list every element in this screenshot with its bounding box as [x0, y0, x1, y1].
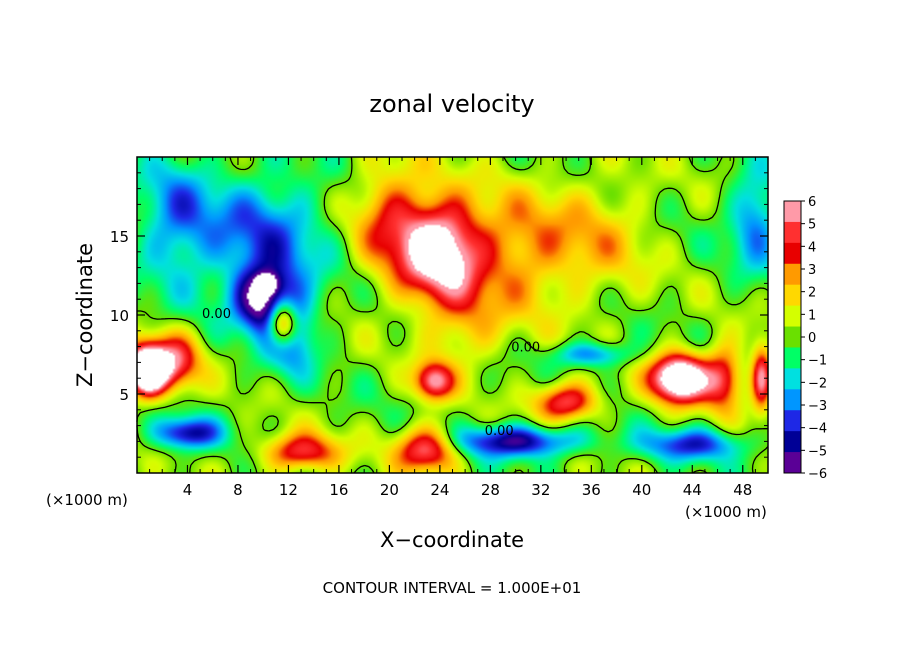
- colorbar-swatch: [784, 347, 801, 369]
- colorbar-tick-label: 3: [808, 263, 816, 278]
- colorbar-tick-label: 1: [808, 308, 816, 323]
- x-tick-label: 28: [481, 481, 500, 499]
- x-tick-label: 20: [380, 481, 399, 499]
- y-tick-label: 15: [110, 228, 129, 246]
- chart-title: zonal velocity: [369, 90, 534, 118]
- contour-label: 0.00: [202, 307, 231, 322]
- x-axis-label: X−coordinate: [380, 528, 524, 552]
- colorbar-swatch: [784, 284, 801, 307]
- colorbar-swatch: [784, 263, 801, 286]
- colorbar-tick-label: 6: [808, 195, 816, 210]
- colorbar-swatch: [784, 368, 801, 390]
- colorbar-tick-label: 0: [808, 331, 816, 346]
- colorbar-swatch: [784, 201, 801, 223]
- colorbar-tick-label: 2: [808, 286, 816, 301]
- x-axis: 4 8 12 16 20 24 28 32 36 40 44 48: [149, 157, 756, 499]
- x-tick-label: 12: [279, 481, 298, 499]
- x-tick-label: 40: [632, 481, 651, 499]
- x-tick-label: 36: [582, 481, 601, 499]
- colorbar-swatch: [784, 305, 801, 328]
- y-axis: 5 10 15: [110, 172, 768, 458]
- colorbar-tick-label: −1: [808, 354, 827, 369]
- x-tick-label: 8: [233, 481, 243, 499]
- colorbar-swatch: [784, 389, 801, 411]
- colorbar-swatch: [784, 431, 801, 453]
- x-tick-label: 32: [531, 481, 550, 499]
- x-tick-label: 4: [183, 481, 193, 499]
- colorbar-tick-label: 4: [808, 240, 816, 255]
- y-tick-label: 10: [110, 307, 129, 325]
- velocity-heatmap: [137, 157, 768, 473]
- colorbar-swatch: [784, 452, 801, 474]
- contour-label: 0.00: [511, 340, 540, 355]
- x-tick-label: 44: [683, 481, 702, 499]
- x-unit-left: (×1000 m): [46, 491, 128, 509]
- colorbar-tick-label: −2: [808, 376, 827, 391]
- x-tick-label: 16: [329, 481, 348, 499]
- contour-labels: 0.00 0.00 0.00: [202, 307, 540, 439]
- colorbar-swatch: [784, 326, 801, 348]
- y-axis-label: Z−coordinate: [73, 243, 97, 387]
- contour-interval-note: CONTOUR INTERVAL = 1.000E+01: [323, 579, 582, 597]
- x-unit-right: (×1000 m): [685, 503, 767, 521]
- plot-area: 0.00 0.00 0.00: [136, 156, 769, 474]
- x-tick-label: 48: [733, 481, 752, 499]
- colorbar-swatch: [784, 242, 801, 265]
- colorbar-tick-label: 5: [808, 218, 816, 233]
- colorbar-tick-label: −3: [808, 399, 827, 414]
- contour-label: 0.00: [485, 424, 514, 439]
- colorbar-tick-label: −5: [808, 444, 827, 459]
- y-tick-label: 5: [119, 386, 129, 404]
- colorbar: 6 5 4 3 2 1 0 −1 −2 −3 −4 −5 −6: [783, 195, 827, 482]
- x-tick-label: 24: [430, 481, 449, 499]
- colorbar-swatch: [784, 221, 801, 244]
- colorbar-swatch: [784, 410, 801, 432]
- colorbar-tick-label: −6: [808, 467, 827, 482]
- colorbar-tick-label: −4: [808, 422, 827, 437]
